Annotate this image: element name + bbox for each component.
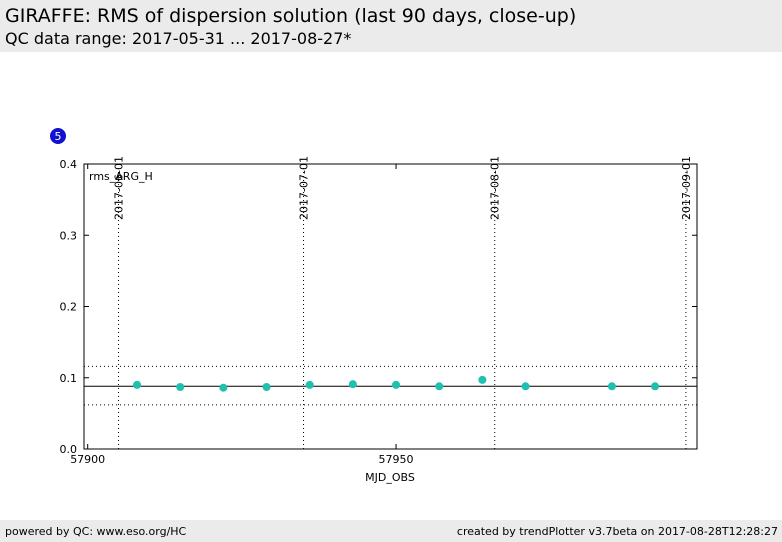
footer-right: created by trendPlotter v3.7beta on 2017… [456, 525, 778, 538]
date-label: 2017-09-01 [680, 156, 693, 220]
series-label: rms_ARG_H [89, 170, 153, 183]
footer-left: powered by QC: www.eso.org/HC [5, 525, 187, 538]
chart: 5 rms_ARG_H MJD_OBS 0.0 0.1 0.2 0.3 0.4 57900… [50, 128, 698, 484]
plot-frame [83, 163, 698, 450]
point [607, 382, 616, 391]
point [219, 383, 228, 392]
date-label: 2017-07-01 [298, 156, 311, 220]
point [305, 380, 314, 389]
point [348, 380, 357, 389]
point [435, 382, 444, 391]
y-tick-label: 0.3 [60, 229, 78, 242]
point [176, 383, 185, 392]
title: GIRAFFE: RMS of dispersion solution (las… [5, 5, 577, 27]
y-tick-label: 0.1 [60, 372, 78, 385]
x-tick-label: 57950 [379, 453, 414, 466]
y-tick-label: 0.2 [60, 301, 78, 314]
date-label: 2017-06-01 [113, 156, 126, 220]
y-tick-label: 0.4 [60, 158, 78, 171]
header: GIRAFFE: RMS of dispersion solution (las… [0, 0, 782, 52]
point [133, 380, 142, 389]
badge [50, 128, 66, 144]
point [262, 383, 271, 392]
point [521, 382, 530, 391]
footer: powered by QC: www.eso.org/HC created by… [0, 520, 782, 542]
date-label: 2017-08-01 [489, 156, 502, 220]
subtitle: QC data range: 2017-05-31 ... 2017-08-27… [5, 29, 352, 48]
point [651, 382, 660, 391]
point [478, 375, 487, 384]
y-tick-label: 0.0 [60, 443, 78, 456]
x-axis-label: MJD_OBS [365, 471, 415, 484]
badge-text: 5 [55, 130, 62, 143]
point [392, 380, 401, 389]
x-tick-label: 57900 [70, 453, 105, 466]
